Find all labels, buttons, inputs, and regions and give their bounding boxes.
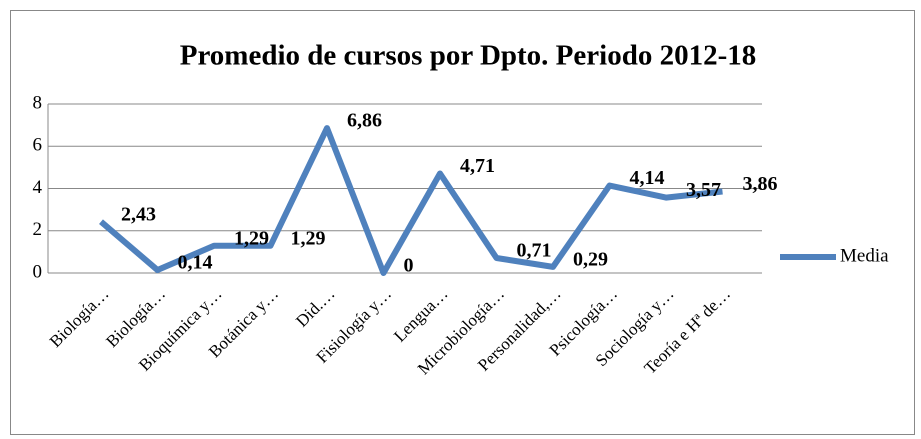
- data-label: 6,86: [347, 110, 382, 132]
- chart-frame: [10, 10, 915, 435]
- data-label: 4,14: [630, 167, 665, 189]
- data-label: 2,43: [121, 203, 156, 225]
- data-label: 0,14: [178, 252, 213, 274]
- data-label: 3,57: [686, 179, 721, 201]
- y-tick-label: 8: [33, 92, 43, 113]
- chart-title: Promedio de cursos por Dpto. Periodo 201…: [180, 40, 756, 72]
- data-label: 0: [404, 255, 414, 277]
- data-line: [99, 125, 723, 276]
- y-tick-label: 4: [33, 177, 43, 198]
- y-tick-label: 2: [33, 219, 43, 240]
- data-label: 1,29: [234, 227, 269, 249]
- data-label: 3,86: [743, 173, 778, 195]
- data-label: 4,71: [460, 155, 495, 177]
- data-label: 0,71: [517, 240, 552, 262]
- y-tick-label: 0: [33, 261, 43, 282]
- y-tick-label: 6: [33, 135, 43, 156]
- data-label: 0,29: [573, 248, 608, 270]
- data-label: 1,29: [291, 227, 326, 249]
- legend-label: Media: [840, 245, 889, 266]
